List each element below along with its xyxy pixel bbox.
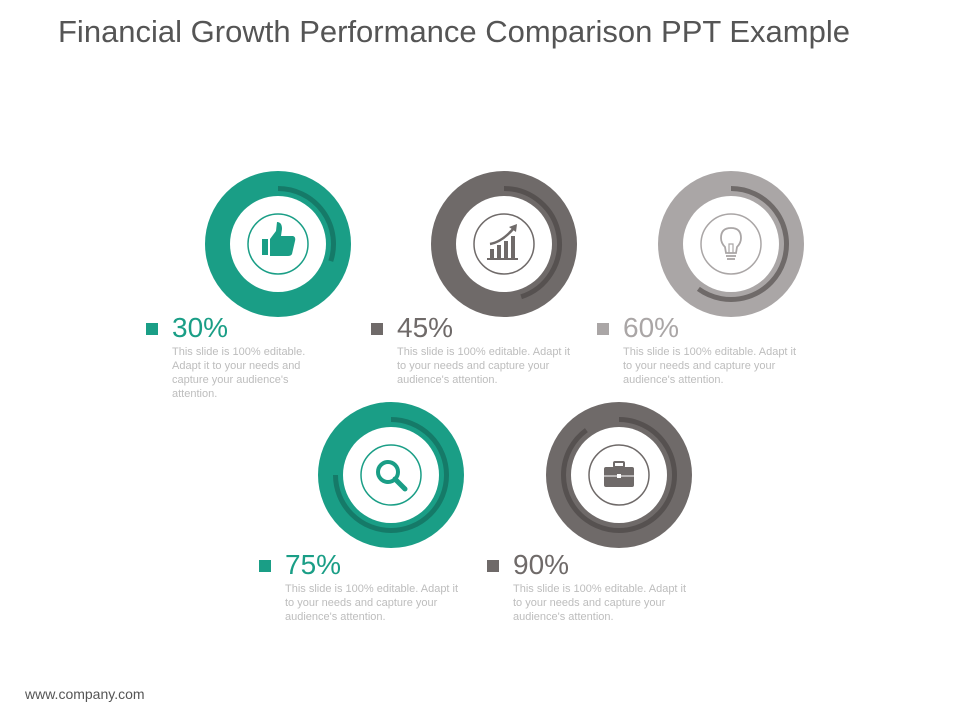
bullet-square [597, 323, 609, 335]
lightbulb-icon [700, 213, 762, 275]
progress-arc [333, 417, 449, 533]
percentage-value: 90% [513, 549, 570, 580]
bullet-square [487, 560, 499, 572]
growth-chart-icon [473, 213, 535, 275]
magnifier-icon [360, 444, 422, 506]
progress-arc [561, 417, 677, 533]
description-text: This slide is 100% editable. Adapt it to… [172, 346, 306, 400]
progress-ring-4 [317, 401, 465, 549]
thumbs-up-icon [247, 213, 309, 275]
description-text: This slide is 100% editable. Adapt it to… [285, 583, 459, 623]
bullet-square [259, 560, 271, 572]
description-text: This slide is 100% editable. Adapt it to… [623, 346, 797, 386]
progress-arc [503, 186, 562, 300]
percentage-value: 30% [172, 312, 229, 343]
slide-title: Financial Growth Performance Comparison … [58, 14, 850, 49]
progress-ring-3 [657, 170, 805, 318]
percentage-value: 60% [623, 312, 680, 343]
progress-ring-1 [204, 170, 352, 318]
percentage-value: 45% [397, 312, 454, 343]
description-text: This slide is 100% editable. Adapt it to… [397, 346, 571, 386]
progress-ring-2 [430, 170, 578, 318]
progress-arc [696, 186, 789, 302]
percentage-value: 75% [285, 549, 342, 580]
bullet-square [146, 323, 158, 335]
progress-ring-5 [545, 401, 693, 549]
briefcase-icon [588, 444, 650, 506]
description-text: This slide is 100% editable. Adapt it to… [513, 583, 687, 623]
footer-url: www.company.com [25, 686, 145, 702]
bullet-square [371, 323, 383, 335]
progress-arc [277, 186, 336, 262]
